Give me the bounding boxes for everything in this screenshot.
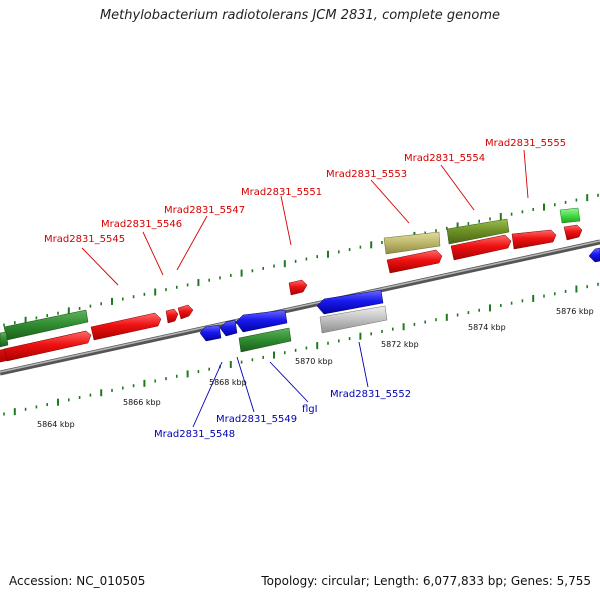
cds-right-arrow[interactable] [563, 224, 583, 241]
cds-far-right-arrow[interactable] [588, 247, 600, 263]
tick-label-5876: 5876 kbp [556, 307, 594, 316]
cds-mrad2831-5547-arrow[interactable] [165, 308, 179, 324]
label-mrad2831-5554[interactable]: Mrad2831_5554 [404, 153, 485, 164]
cds-mrad2831-5553-arrow[interactable] [386, 249, 443, 274]
leader-5552 [358, 341, 369, 388]
cds-mrad2831-5547b-arrow[interactable] [177, 304, 194, 320]
leader-5547 [176, 215, 208, 271]
cds-mrad2831-5549-arrow[interactable] [219, 319, 238, 337]
leader-5553 [370, 179, 410, 224]
feature-khaki-bar[interactable] [383, 231, 441, 255]
label-flgi[interactable]: flgI [302, 404, 318, 415]
leader-lines [81, 149, 529, 428]
leader-5551 [280, 195, 292, 246]
tick-label-5872: 5872 kbp [381, 340, 419, 349]
feature-green-bar-mid[interactable] [238, 327, 292, 353]
label-mrad2831-5552[interactable]: Mrad2831_5552 [330, 389, 411, 400]
cds-mrad2831-5554-arrow[interactable] [450, 234, 512, 261]
tick-label-5864: 5864 kbp [37, 420, 75, 429]
leader-5549 [236, 356, 255, 413]
leader-5548 [192, 361, 223, 428]
label-mrad2831-5551[interactable]: Mrad2831_5551 [241, 187, 322, 198]
cds-flgi-arrow[interactable] [235, 309, 288, 333]
feature-gray-bar[interactable] [319, 305, 388, 334]
tick-row-lower [3, 282, 599, 416]
cds-mrad2831-5546-arrow[interactable] [90, 312, 162, 341]
cds-a-arrow[interactable] [3, 330, 92, 362]
accession-text: Accession: NC_010505 [9, 574, 146, 588]
cds-mrad2831-5555-arrow[interactable] [511, 229, 557, 250]
label-mrad2831-5547[interactable]: Mrad2831_5547 [164, 205, 245, 216]
tick-label-5868: 5868 kbp [209, 378, 247, 387]
label-mrad2831-5553[interactable]: Mrad2831_5553 [326, 169, 407, 180]
forward-track [0, 207, 583, 363]
forward-labels: Mrad2831_5545 Mrad2831_5546 Mrad2831_554… [44, 138, 566, 245]
label-mrad2831-5546[interactable]: Mrad2831_5546 [101, 219, 182, 230]
tick-label-5870: 5870 kbp [295, 357, 333, 366]
reverse-labels: Mrad2831_5548 Mrad2831_5549 flgI Mrad283… [154, 389, 411, 440]
reverse-track [0, 247, 600, 353]
leader-flgi [269, 361, 309, 403]
cds-mrad2831-5552-arrow[interactable] [316, 289, 384, 315]
label-mrad2831-5548[interactable]: Mrad2831_5548 [154, 429, 235, 440]
tick-label-5874: 5874 kbp [468, 323, 506, 332]
leader-5555 [523, 149, 529, 199]
feature-olive-bar[interactable] [446, 218, 510, 245]
cds-mrad2831-5551-arrow[interactable] [288, 279, 308, 296]
label-mrad2831-5549[interactable]: Mrad2831_5549 [216, 414, 297, 425]
feature-green-bar-edge[interactable] [0, 331, 9, 348]
leader-5554 [440, 164, 475, 211]
topology-text: Topology: circular; Length: 6,077,833 bp… [261, 574, 591, 588]
label-mrad2831-5545[interactable]: Mrad2831_5545 [44, 234, 125, 245]
leader-5545 [81, 247, 119, 286]
map-title: Methylobacterium radiotolerans JCM 2831,… [99, 8, 501, 23]
leader-5546 [142, 231, 164, 276]
label-mrad2831-5555[interactable]: Mrad2831_5555 [485, 138, 566, 149]
backbone [0, 239, 600, 376]
tick-label-5866: 5866 kbp [123, 398, 161, 407]
tick-labels: 5864 kbp 5866 kbp 5868 kbp 5870 kbp 5872… [37, 307, 594, 429]
tick-row-upper [3, 193, 599, 327]
cds-mrad2831-5548-arrow[interactable] [199, 324, 222, 342]
feature-lightgreen-bar[interactable] [559, 207, 581, 224]
